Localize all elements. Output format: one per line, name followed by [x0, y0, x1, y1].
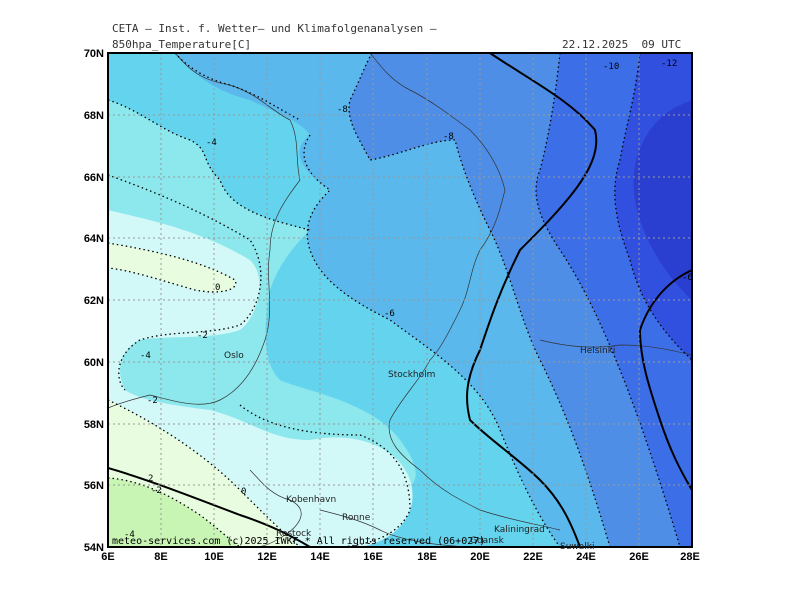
zero-line-boundaries	[108, 53, 692, 547]
city-gdansk: Gdansk	[470, 536, 505, 546]
lon-tick: 12E	[257, 551, 277, 563]
contour-label: -4	[206, 138, 217, 148]
lon-tick: 16E	[363, 551, 383, 563]
map-frame	[107, 52, 693, 548]
copyright-footer: meteo-services.com (c)2025 IWKF * All ri…	[112, 536, 485, 547]
city-labels: Oslo Stockholm Helsinki Kobenhavn Ronne …	[224, 346, 615, 552]
contour-label: -4	[124, 530, 135, 540]
lat-tick: 70N	[84, 48, 104, 60]
latitude-ticks: 70N 68N 66N 64N 62N 60N 58N 56N 54N	[84, 48, 104, 554]
contour-label: -6	[384, 309, 395, 319]
grid	[108, 53, 692, 547]
valid-time: 22.12.2025 09 UTC	[562, 38, 682, 51]
coastlines	[108, 53, 692, 547]
city-suwalki: Suwalki	[560, 542, 595, 552]
city-stockholm: Stockholm	[388, 370, 435, 380]
contour-label: -2	[197, 331, 208, 341]
band-minus16	[633, 100, 692, 300]
city-kaliningrad: Kaliningrad	[494, 525, 545, 535]
contour-label: -2	[151, 486, 162, 496]
city-kobenhavn: Kobenhavn	[286, 495, 336, 505]
lat-tick: 54N	[84, 542, 104, 554]
lon-tick: 28E	[680, 551, 700, 563]
lon-tick: 24E	[576, 551, 596, 563]
city-oslo: Oslo	[224, 351, 244, 361]
institute-title: CETA – Inst. f. Wetter– und Klimafolgena…	[112, 22, 437, 35]
contour-label: -12	[661, 59, 677, 69]
contour-labels: -10 -12 -8 -8 -4 -6 0 -2 -4 -2 2 -2 0 -4…	[124, 59, 693, 540]
contour-label: -10	[603, 62, 619, 72]
lon-tick: 6E	[101, 551, 114, 563]
lat-tick: 66N	[84, 172, 104, 184]
contour-label: -8	[443, 132, 454, 142]
city-ronne: Ronne	[342, 513, 371, 523]
lat-tick: 60N	[84, 357, 104, 369]
city-rostock: Rostock	[276, 529, 312, 539]
contour-label: 0	[241, 487, 246, 497]
field-title: 850hpa_Temperature[C]	[112, 38, 252, 51]
contour-label: -2	[147, 396, 158, 406]
band-0	[108, 243, 300, 547]
contour-label: -6	[682, 273, 693, 283]
band-plus2	[108, 478, 240, 547]
lon-tick: 14E	[310, 551, 330, 563]
contour-label: 0	[215, 283, 220, 293]
longitude-ticks: 6E 8E 10E 12E 14E 16E 18E 20E 22E 24E 26…	[101, 551, 700, 563]
contour-label: 2	[148, 474, 153, 484]
contour-label: -4	[140, 351, 151, 361]
lon-tick: 10E	[204, 551, 224, 563]
lon-tick: 26E	[629, 551, 649, 563]
lat-tick: 56N	[84, 480, 104, 492]
contour-label: -8	[337, 105, 348, 115]
lon-tick: 18E	[417, 551, 437, 563]
lat-tick: 64N	[84, 233, 104, 245]
lon-tick: 8E	[154, 551, 167, 563]
lat-tick: 62N	[84, 295, 104, 307]
lat-tick: 58N	[84, 419, 104, 431]
lon-tick: 22E	[523, 551, 543, 563]
city-helsinki: Helsinki	[580, 346, 615, 356]
isotherms	[108, 53, 692, 547]
lon-tick: 20E	[470, 551, 490, 563]
lat-tick: 68N	[84, 110, 104, 122]
